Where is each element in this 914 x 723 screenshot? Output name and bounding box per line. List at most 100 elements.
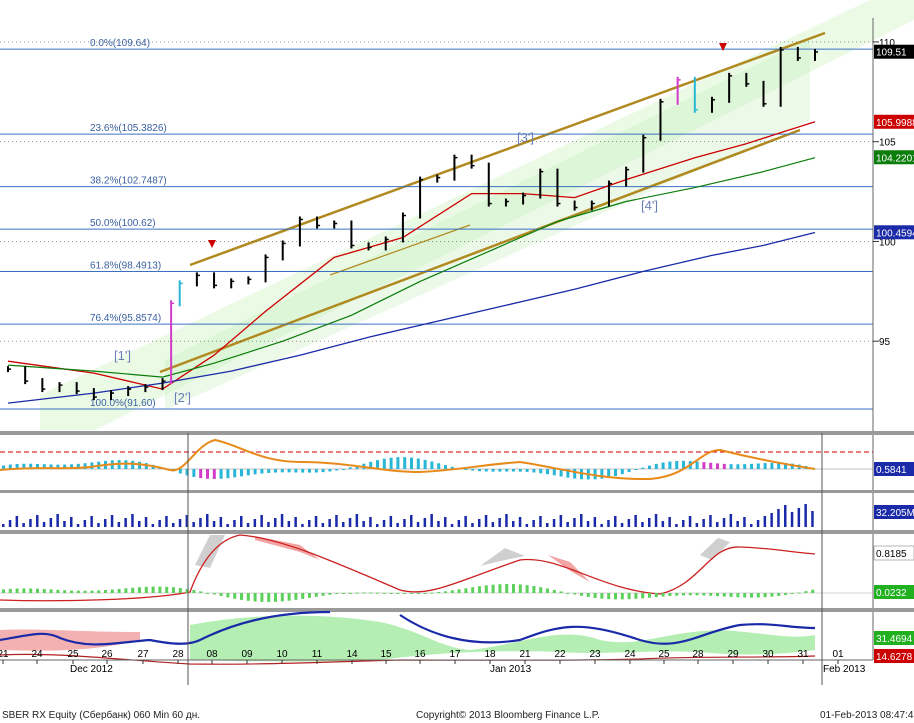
volume-bar-91 [620, 523, 624, 527]
osc-bar-33 [226, 469, 230, 479]
volume-bar-44 [301, 524, 304, 527]
volume-bar-118 [804, 504, 807, 527]
series-tag-box-0 [874, 44, 914, 59]
stoch-bar-23 [158, 586, 162, 593]
inner-channel-band [165, 38, 810, 410]
osc-bar-71 [484, 469, 488, 472]
stoch-bar-57 [389, 593, 393, 594]
volume-bar-8 [56, 514, 59, 527]
osc-bar-29 [199, 469, 203, 479]
osc-bar-64 [437, 463, 441, 469]
volume-bar-14 [97, 523, 100, 527]
stoch-bar-86 [586, 593, 590, 597]
volume-bar-10 [70, 517, 73, 527]
x-tick-label-0: 21 [0, 649, 9, 660]
volume-bar-109 [743, 517, 746, 527]
osc-bar-9 [63, 464, 67, 469]
volume-bar-61 [416, 522, 420, 527]
line-ma_green [7, 157, 816, 378]
osc-bar-27 [185, 469, 189, 476]
price-panel: 0.0%(109.64) 23.6%(105.3826) 38.2%(102.748… [0, 0, 914, 430]
osc-bar-41 [280, 469, 284, 473]
volume-bar-39 [267, 522, 270, 527]
fibonacci-lines: 0.0%(109.64) 23.6%(105.3826) 38.2%(102.748… [0, 38, 873, 410]
volume-bar-115 [784, 505, 787, 527]
stoch-bar-96 [654, 593, 658, 598]
stoch-bar-11 [76, 590, 80, 593]
volume-bar-87 [593, 517, 597, 527]
stoch-bar-77 [525, 585, 529, 593]
volume-bar-38 [260, 515, 263, 527]
volume-bar-56 [382, 520, 386, 527]
series-tag-box-1 [874, 114, 914, 129]
stoch-bar-102 [695, 593, 699, 596]
volume-bar-49 [335, 515, 338, 527]
osc-bar-69 [471, 469, 475, 471]
lower-trendline [159, 128, 801, 374]
ma-trendline [329, 224, 471, 276]
volume-bar-15 [104, 519, 107, 527]
footer-center: Copyright© 2013 Bloomberg Finance L.P. [416, 710, 600, 721]
x-tick-label-17: 23 [589, 649, 601, 660]
x-tick-label-13: 17 [449, 649, 461, 660]
stoch-bar-44 [301, 593, 305, 599]
stoch-bar-6 [42, 589, 46, 593]
volume-bar-48 [328, 519, 331, 527]
x-tick-label-12: 16 [414, 649, 426, 660]
stoch-bar-53 [362, 592, 366, 594]
stoch-bar-88 [600, 593, 604, 599]
fib-label-6: 100.0%(91.60) [90, 398, 156, 409]
stoch-bar-7 [49, 589, 53, 593]
stoch-pink-band-1 [255, 536, 320, 560]
volume-bar-50 [342, 522, 345, 527]
oscillator-panel [0, 438, 873, 481]
price-gridlines [0, 41, 873, 342]
stoch-bar-75 [512, 584, 515, 593]
wave-label-2: [2'] [174, 390, 191, 405]
stoch-bar-84 [573, 593, 577, 595]
stoch-bar-33 [226, 593, 230, 598]
osc-bar-76 [518, 469, 522, 472]
volume-bar-40 [274, 518, 277, 527]
stoch-bar-21 [144, 586, 148, 593]
osc-bar-49 [335, 469, 339, 471]
volume-bar-51 [348, 518, 352, 527]
osc-bar-26 [178, 469, 182, 474]
osc-bar-111 [756, 463, 760, 469]
volume-bar-35 [240, 516, 243, 527]
stoch-grey-band [195, 535, 225, 568]
osc-bar-18 [124, 460, 128, 469]
volume-bar-95 [648, 518, 651, 527]
series-tag-1: 105.9988 [876, 118, 914, 129]
osc-bar-107 [729, 464, 733, 469]
osc-bar-1 [8, 464, 12, 469]
stoch-bar-28 [192, 590, 196, 593]
stoch-bar-46 [314, 593, 318, 597]
x-tick-label-11: 15 [380, 649, 392, 660]
stoch-bar-112 [763, 593, 767, 598]
osc-bar-89 [607, 469, 611, 478]
stoch-bar-8 [56, 589, 60, 593]
stoch-bar-64 [437, 592, 441, 594]
osc-bar-34 [233, 469, 237, 478]
volume-bar-27 [185, 515, 189, 527]
volume-bar-74 [505, 514, 508, 527]
stoch-bar-45 [308, 593, 311, 598]
x-tick-label-2: 25 [67, 649, 79, 660]
stoch-bar-43 [294, 593, 298, 600]
osc-bar-95 [648, 465, 651, 469]
volume-bar-47 [321, 523, 325, 527]
osc-bar-77 [525, 469, 529, 472]
osc-bar-108 [736, 464, 740, 469]
stoch-bar-83 [566, 592, 570, 594]
osc-bar-4 [29, 463, 33, 469]
oscillator-signal-line [0, 438, 816, 481]
series-tag-box-3 [874, 225, 914, 240]
volume-bar-85 [580, 514, 583, 527]
stoch-bar-58 [396, 593, 400, 594]
stoch-bar-56 [382, 592, 386, 594]
volume-bar-33 [226, 524, 229, 527]
volume-bar-92 [627, 519, 631, 527]
stoch-bar-34 [233, 593, 237, 599]
stoch-bar-100 [682, 593, 685, 596]
